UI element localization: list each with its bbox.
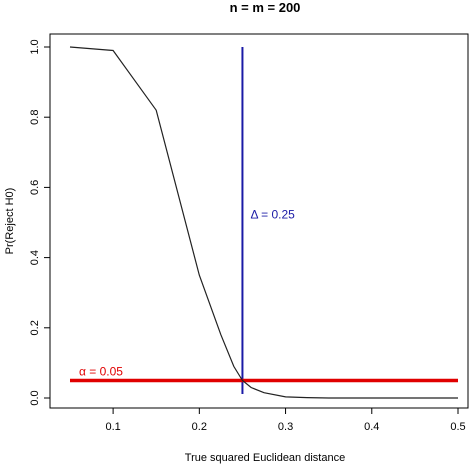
y-tick-label: 0.2 bbox=[29, 320, 41, 335]
delta-reference-label: Δ = 0.25 bbox=[250, 208, 295, 222]
x-tick-label: 0.3 bbox=[278, 421, 293, 433]
y-tick-label: 0.4 bbox=[29, 250, 41, 265]
x-axis: 0.1 0.2 0.3 0.4 0.5 bbox=[105, 408, 466, 433]
series-group bbox=[69, 46, 458, 399]
y-axis-label: Pr(Reject H0) bbox=[4, 188, 16, 255]
alpha-reference-label: α = 0.05 bbox=[79, 364, 123, 378]
y-tick-label: 0.0 bbox=[29, 390, 41, 405]
x-tick-label: 0.5 bbox=[450, 421, 465, 433]
y-axis: 0.0 0.2 0.4 0.6 0.8 1.0 bbox=[29, 39, 50, 406]
x-tick-label: 0.4 bbox=[364, 421, 379, 433]
power-curve-line bbox=[69, 46, 458, 399]
chart-title: n = m = 200 bbox=[230, 0, 301, 15]
x-tick-label: 0.1 bbox=[105, 421, 120, 433]
reference-lines: Δ = 0.25 α = 0.05 bbox=[70, 47, 458, 394]
x-axis-label: True squared Euclidean distance bbox=[185, 452, 345, 464]
y-tick-label: 0.8 bbox=[29, 110, 41, 125]
x-tick-label: 0.2 bbox=[192, 421, 207, 433]
plot-frame bbox=[49, 33, 469, 409]
y-tick-label: 1.0 bbox=[29, 39, 41, 54]
y-tick-label: 0.6 bbox=[29, 180, 41, 195]
